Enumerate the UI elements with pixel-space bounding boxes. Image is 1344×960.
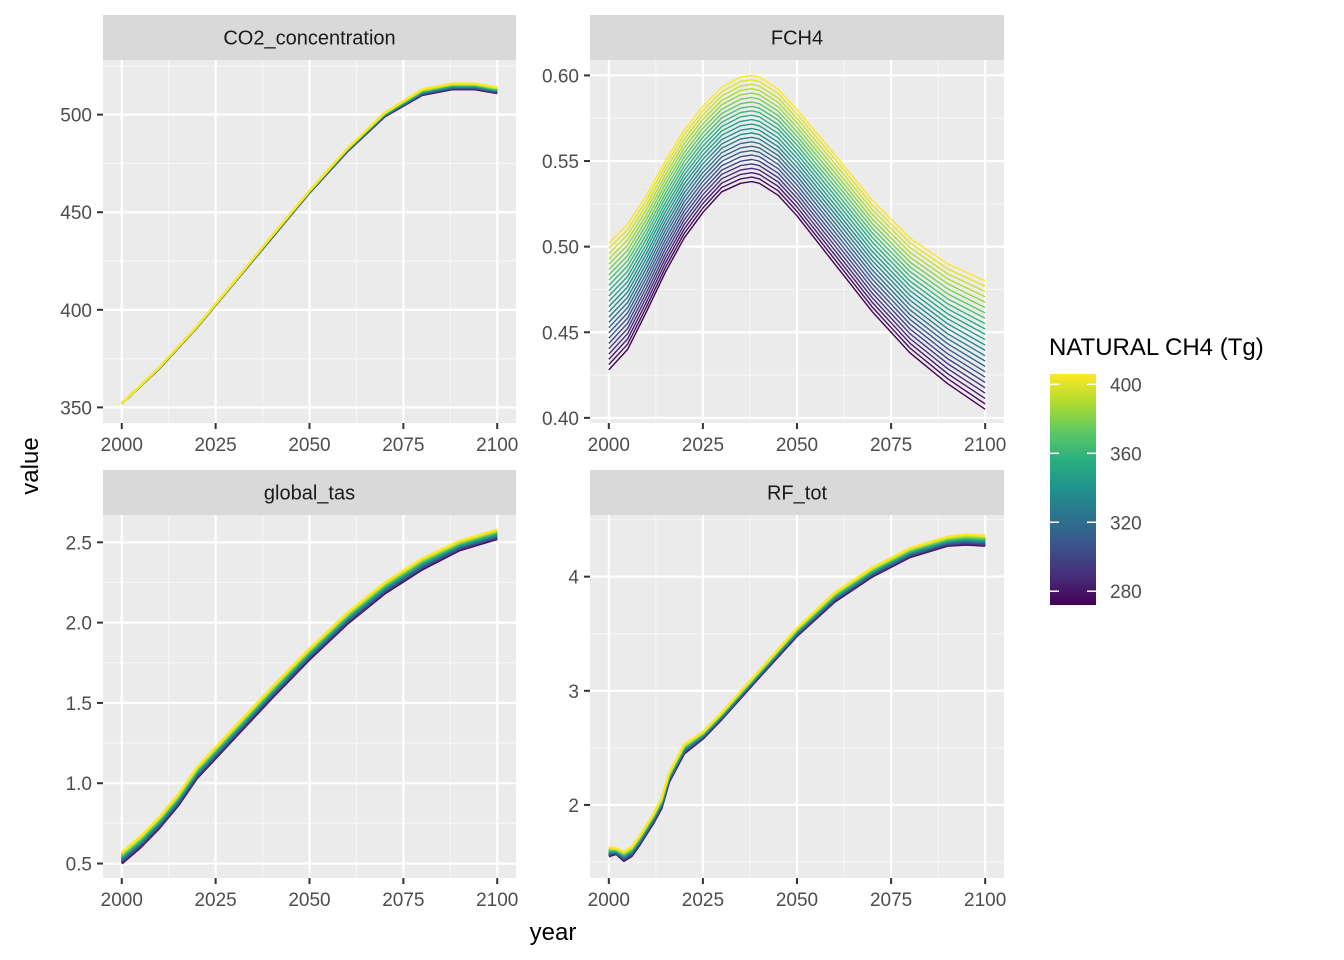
series-line — [608, 96, 986, 309]
y-tick-label: 0.45 — [542, 323, 579, 344]
x-axis-title: year — [530, 919, 577, 946]
facet-strip-label: FCH4 — [771, 28, 823, 50]
y-tick-label: 450 — [60, 203, 92, 224]
y-tick-label: 1.5 — [66, 694, 92, 715]
facet-strip — [103, 15, 516, 60]
series-line — [608, 154, 986, 378]
series-lines — [608, 533, 986, 862]
series-line — [608, 92, 986, 303]
panel-CO2_concentration: CO2_concentration 2000 2025 2050 2075 2100 350… — [60, 15, 518, 456]
x-tick-label: 2075 — [870, 890, 912, 911]
y-tick-label: 2.0 — [66, 614, 92, 635]
x-tick-label: 2050 — [288, 435, 330, 456]
facet-strip-label: RF_tot — [767, 483, 827, 505]
x-tick-label: 2050 — [288, 890, 330, 911]
legend-ticks: 280 320 360 400 — [1050, 375, 1142, 603]
y-tick-label: 0.50 — [542, 238, 579, 259]
y-tick-label: 1.0 — [66, 774, 92, 795]
series-line — [608, 110, 986, 325]
legend-tick-label: 360 — [1110, 444, 1142, 465]
y-tick-label: 500 — [60, 106, 92, 127]
legend-tick-label: 320 — [1110, 513, 1142, 534]
series-line — [608, 88, 986, 298]
y-tick-label: 0.60 — [542, 66, 579, 87]
x-tick-label: 2000 — [101, 435, 143, 456]
x-tick-label: 2075 — [382, 890, 424, 911]
series-line — [608, 79, 986, 287]
facet-strip — [590, 470, 1004, 515]
series-line — [608, 101, 986, 314]
series-line — [608, 118, 986, 336]
x-tick-label: 2075 — [382, 435, 424, 456]
x-tick-label: 2050 — [776, 890, 818, 911]
y-tick-label: 0.40 — [542, 409, 579, 430]
x-tick-label: 2025 — [682, 890, 724, 911]
series-line — [608, 136, 986, 357]
series-line — [608, 163, 986, 389]
y-tick-label: 400 — [60, 301, 92, 322]
series-line — [608, 533, 986, 853]
x-tick-label: 2025 — [194, 890, 236, 911]
panel-FCH4: FCH4 2000 2025 2050 2075 2100 0.40 0.45 0.50 0.55… — [542, 15, 1006, 456]
series-line — [608, 176, 986, 405]
series-line — [608, 158, 986, 384]
legend-title: NATURAL CH4 (Tg) — [1049, 334, 1264, 361]
series-line — [608, 172, 986, 400]
y-tick-label: 0.5 — [66, 855, 92, 876]
series-line — [608, 141, 986, 362]
series-line — [608, 105, 986, 319]
y-tick-label: 2.5 — [66, 533, 92, 554]
x-tick-label: 2025 — [194, 435, 236, 456]
x-tick-label: 2000 — [101, 890, 143, 911]
x-tick-label: 2100 — [476, 890, 518, 911]
legend: NATURAL CH4 (Tg) 280 320 360 400 — [1049, 334, 1264, 605]
series-lines — [608, 74, 986, 410]
series-line — [608, 149, 986, 373]
series-line — [608, 132, 986, 352]
x-tick-label: 2000 — [588, 435, 630, 456]
x-tick-label: 2000 — [588, 890, 630, 911]
y-axis-title: value — [17, 437, 44, 494]
series-lines — [121, 528, 498, 865]
y-tick-label: 4 — [568, 568, 579, 589]
series-line — [608, 145, 986, 368]
series-line — [608, 180, 986, 410]
legend-tick-label: 280 — [1110, 582, 1142, 603]
y-tick-label: 0.55 — [542, 152, 579, 173]
facet-strip-label: CO2_concentration — [223, 28, 395, 50]
series-lines — [121, 82, 498, 405]
x-tick-label: 2100 — [964, 435, 1006, 456]
facet-strip — [590, 15, 1004, 60]
panel-RF_tot: RF_tot 2000 2025 2050 2075 2100 2 3 4 — [568, 470, 1006, 911]
series-line — [608, 127, 986, 346]
panel-global_tas: global_tas 2000 2025 2050 2075 2100 0.5 1.0 1.5 2… — [66, 470, 518, 911]
legend-tick-label: 400 — [1110, 375, 1142, 396]
series-line — [608, 74, 986, 282]
x-tick-label: 2050 — [776, 435, 818, 456]
series-line — [608, 167, 986, 394]
y-tick-label: 350 — [60, 398, 92, 419]
x-tick-label: 2075 — [870, 435, 912, 456]
series-line — [608, 123, 986, 341]
x-tick-label: 2100 — [964, 890, 1006, 911]
series-line — [608, 114, 986, 330]
series-line — [608, 83, 986, 293]
facet-strip-label: global_tas — [264, 483, 355, 505]
facet-strip — [103, 470, 516, 515]
x-tick-label: 2025 — [682, 435, 724, 456]
y-tick-label: 3 — [568, 682, 579, 703]
legend-colorbar — [1050, 374, 1096, 605]
x-tick-label: 2100 — [476, 435, 518, 456]
y-tick-label: 2 — [568, 796, 579, 817]
series-line — [121, 528, 498, 854]
series-line — [121, 82, 498, 405]
